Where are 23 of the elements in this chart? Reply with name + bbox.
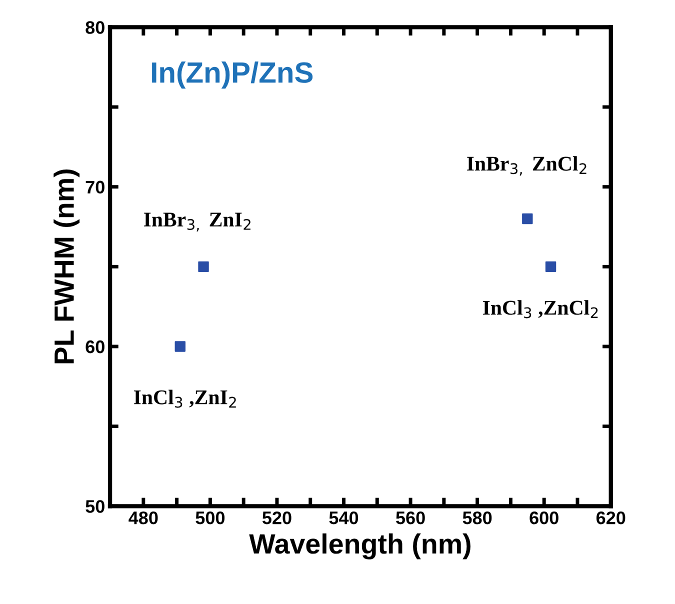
y-tick-label: 50 [86,500,104,513]
x-tick-label: 500 [196,511,225,524]
x-axis-title: Wavelength (nm) [249,533,470,560]
x-tick-label: 620 [596,511,626,524]
x-tick-label: 580 [462,511,492,524]
annotation: InBr$_{3,}$ ZnI$_{2}$ [144,212,250,232]
x-tick-label: 560 [396,511,425,524]
y-tick-label: 80 [86,21,104,34]
annotation: InCl$_{3}$ ,ZnCl$_{2}$ [483,300,598,318]
point [174,341,186,352]
point [198,261,209,272]
text: In(Zn)P/ZnS [152,61,313,89]
x-tick-label: 520 [262,511,292,524]
y-tick-label: 70 [86,180,104,194]
point [522,213,533,224]
point [545,261,556,272]
x-tick-label: 480 [128,511,158,524]
x-tick-label: 600 [530,511,558,524]
x-tick-label: 540 [329,511,358,524]
annotation: InCl$_{3}$ ,ZnI$_{2}$ [134,390,236,408]
y-tick-label: 60 [86,340,104,354]
annotation: InBr$_{3,}$ ZnCl$_{2}$ [467,156,586,176]
y-axis-title: PL FWHM (nm) [54,170,80,364]
